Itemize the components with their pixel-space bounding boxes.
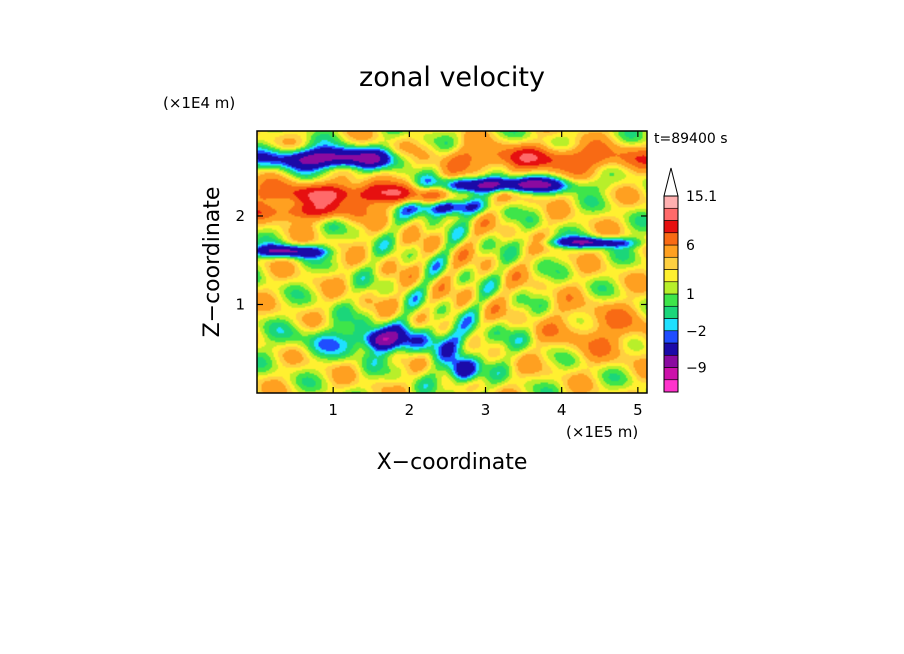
colorbar-tick-label: 6 bbox=[686, 238, 695, 254]
colorbar-swatch bbox=[663, 220, 679, 234]
colorbar-swatch bbox=[663, 318, 679, 332]
y-tick-label: 1 bbox=[235, 295, 245, 313]
colorbar-swatch bbox=[663, 330, 679, 344]
y-unit-label: (×1E4 m) bbox=[163, 94, 235, 112]
colorbar-swatch bbox=[663, 232, 679, 246]
chart-title: zonal velocity bbox=[359, 62, 545, 93]
plot-frame bbox=[256, 130, 648, 394]
colorbar-swatch bbox=[663, 305, 679, 319]
x-tick-label: 4 bbox=[557, 401, 567, 419]
colorbar-swatch bbox=[663, 293, 679, 307]
y-axis: 12 bbox=[235, 207, 647, 313]
colorbar-swatch bbox=[663, 256, 679, 270]
y-axis-label: Z−coordinate bbox=[200, 187, 225, 338]
time-label: t=89400 s bbox=[654, 131, 728, 147]
colorbar-swatch bbox=[663, 354, 679, 368]
colorbar: 15.1 6 1 −2 −9 bbox=[663, 167, 717, 393]
x-axis-label: X−coordinate bbox=[377, 450, 528, 475]
colorbar-tick-label: 1 bbox=[686, 287, 695, 303]
colorbar-tick-label: −9 bbox=[686, 361, 707, 377]
colorbar-swatch bbox=[663, 269, 679, 283]
x-tick-label: 3 bbox=[481, 401, 491, 419]
x-unit-label: (×1E5 m) bbox=[566, 423, 638, 441]
colorbar-swatch bbox=[663, 342, 679, 356]
colorbar-tick-label: −2 bbox=[686, 324, 707, 340]
y-tick-label: 2 bbox=[235, 207, 245, 225]
colorbar-swatch bbox=[663, 207, 679, 221]
colorbar-tick-label: 15.1 bbox=[686, 189, 717, 205]
x-axis: 1 2 3 4 5 bbox=[328, 131, 643, 419]
colorbar-swatch bbox=[663, 244, 679, 258]
colorbar-swatch bbox=[663, 281, 679, 295]
colorbar-swatch bbox=[663, 195, 679, 209]
colorbar-swatch bbox=[663, 367, 679, 381]
colorbar-swatch bbox=[663, 379, 679, 393]
x-tick-label: 2 bbox=[405, 401, 415, 419]
x-tick-label: 1 bbox=[328, 401, 338, 419]
heatmap-field bbox=[257, 131, 647, 393]
colorbar-frame bbox=[663, 195, 679, 393]
x-tick-label: 5 bbox=[633, 401, 643, 419]
colorbar-extend-triangle bbox=[663, 167, 679, 197]
heatmap-raster bbox=[257, 131, 647, 393]
